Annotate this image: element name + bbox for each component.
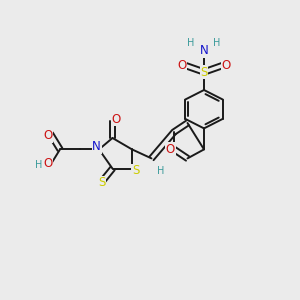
Text: H: H <box>213 38 220 48</box>
Text: N: N <box>200 44 208 58</box>
Text: S: S <box>132 164 139 178</box>
Text: O: O <box>222 59 231 72</box>
Text: H: H <box>157 166 164 176</box>
Text: O: O <box>44 129 52 142</box>
Text: H: H <box>35 160 43 170</box>
Text: O: O <box>44 157 52 170</box>
Text: H: H <box>188 38 195 48</box>
Text: O: O <box>112 112 121 126</box>
Text: S: S <box>98 176 106 190</box>
Text: O: O <box>177 59 186 72</box>
Text: N: N <box>92 140 101 154</box>
Text: S: S <box>200 65 208 79</box>
Text: O: O <box>166 143 175 156</box>
